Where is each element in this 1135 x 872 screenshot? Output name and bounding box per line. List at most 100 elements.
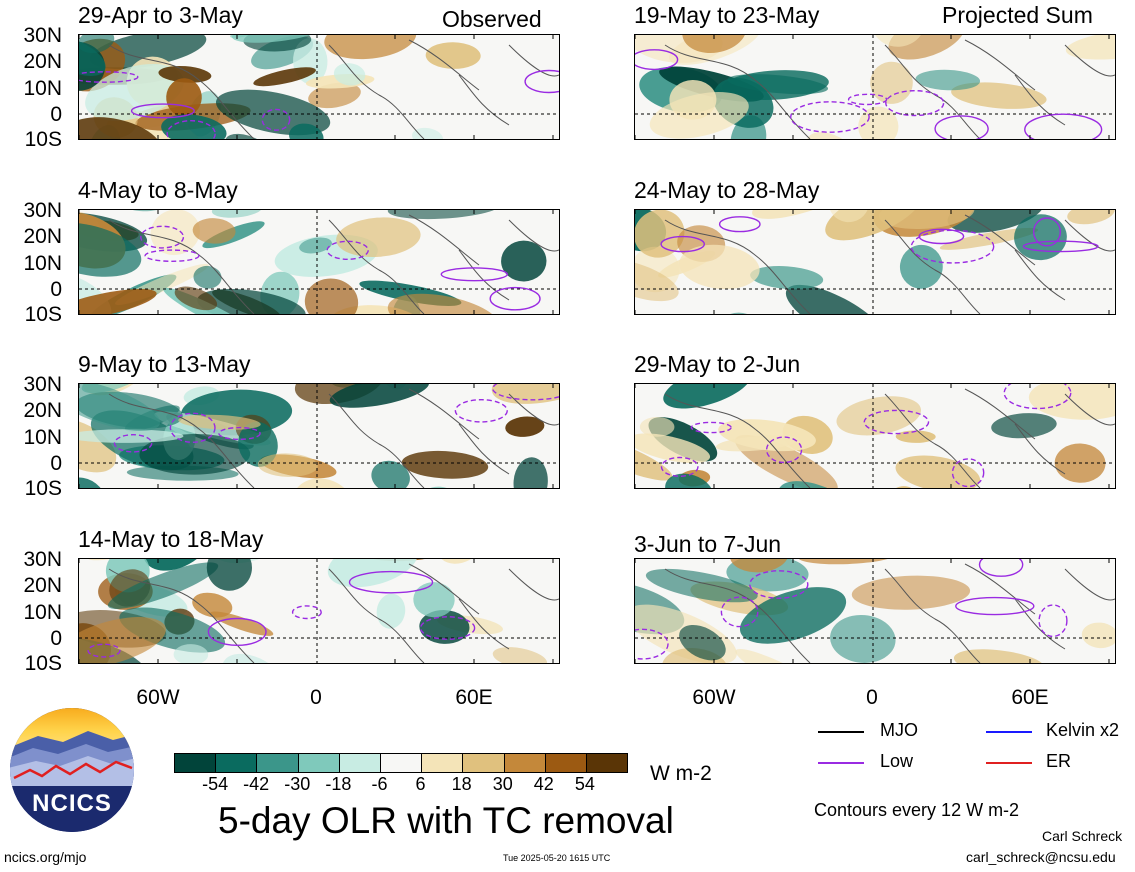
olr-anomaly-patch bbox=[161, 114, 227, 139]
olr-anomaly-patch bbox=[79, 117, 163, 139]
olr-anomaly-patch bbox=[673, 308, 793, 314]
olr-anomaly-patch bbox=[750, 266, 824, 290]
observed-map-panel bbox=[78, 558, 560, 664]
olr-anomaly-patch bbox=[501, 240, 547, 282]
olr-anomaly-patch bbox=[308, 82, 361, 109]
olr-anomaly-patch bbox=[635, 433, 711, 464]
olr-anomaly-patch bbox=[739, 587, 847, 644]
olr-anomaly-patch bbox=[947, 210, 1045, 233]
olr-anomaly-patch bbox=[951, 82, 1047, 109]
olr-anomaly-patch bbox=[730, 115, 767, 139]
legend-mjo-label: MJO bbox=[880, 720, 918, 740]
contour-low bbox=[87, 643, 121, 658]
site-link[interactable]: ncics.org/mjo bbox=[4, 849, 87, 865]
colorbar-swatch bbox=[380, 754, 423, 772]
olr-anomaly-patch bbox=[192, 592, 233, 618]
contour-low bbox=[169, 412, 216, 443]
contour-low bbox=[1038, 604, 1068, 638]
y-tick-10s: 10S bbox=[24, 477, 62, 500]
olr-anomaly-patch bbox=[174, 286, 218, 311]
timestamp: Tue 2025-05-20 1615 UTC bbox=[503, 853, 611, 863]
colorbar-tick-label: -6 bbox=[371, 774, 388, 794]
observed-map-panel bbox=[78, 34, 560, 140]
colorbar-swatch bbox=[504, 754, 546, 772]
panel-title-obs-4: 14-May to 18-May bbox=[78, 526, 264, 552]
olr-anomaly-patch bbox=[374, 660, 455, 663]
panel-title-proj-1: 19-May to 23-May bbox=[634, 2, 820, 28]
y-tick-10n: 10N bbox=[23, 252, 62, 275]
y-tick-20n: 20N bbox=[23, 399, 62, 422]
olr-anomaly-patch bbox=[828, 210, 870, 223]
olr-anomaly-patch bbox=[639, 416, 675, 437]
olr-anomaly-patch bbox=[193, 265, 222, 289]
y-tick-10s: 10S bbox=[24, 652, 62, 675]
contour-low bbox=[218, 426, 261, 441]
olr-anomaly-patch bbox=[376, 593, 406, 629]
author-email[interactable]: carl_schreck@ncsu.edu bbox=[966, 849, 1116, 865]
contour-low bbox=[1033, 217, 1062, 247]
x-tick-0-left: 0 bbox=[310, 686, 322, 709]
panel-title-proj-4: 3-Jun to 7-Jun bbox=[634, 531, 782, 557]
olr-anomaly-patch bbox=[401, 450, 489, 479]
ncics-logo[interactable]: NCICS bbox=[8, 706, 136, 834]
contour-low bbox=[113, 433, 153, 453]
colorbar-tick-label: -54 bbox=[202, 774, 229, 794]
contour-low bbox=[955, 596, 1035, 616]
colorbar-tick-label: 6 bbox=[415, 774, 426, 794]
x-tick-60e-left: 60E bbox=[455, 686, 493, 709]
legend-er-line bbox=[986, 762, 1032, 764]
olr-anomaly-patch bbox=[679, 624, 726, 661]
olr-anomaly-patch bbox=[79, 288, 157, 314]
projected-map-panel bbox=[634, 209, 1116, 315]
contour-low bbox=[885, 89, 945, 117]
projected-label: Projected Sum bbox=[942, 2, 1093, 28]
olr-anomaly-patch bbox=[953, 649, 1046, 663]
x-tick-60e-right: 60E bbox=[1011, 686, 1049, 709]
olr-anomaly-patch bbox=[79, 222, 142, 277]
contour-low bbox=[144, 249, 200, 263]
olr-anomaly-patch bbox=[79, 429, 184, 443]
contour-low bbox=[207, 617, 267, 646]
ncics-logo-graphic bbox=[10, 708, 134, 832]
contour-low bbox=[660, 235, 706, 253]
panel-title-obs-3: 9-May to 13-May bbox=[78, 351, 251, 377]
contour-low bbox=[489, 286, 541, 311]
contour-low bbox=[130, 103, 195, 119]
colorbar-unit: W m-2 bbox=[650, 762, 712, 785]
y-tick-10s: 10S bbox=[24, 128, 62, 151]
contour-low bbox=[1024, 113, 1103, 139]
y-tick-eq: 0 bbox=[50, 103, 62, 126]
contour-interval-note: Contours every 12 W m-2 bbox=[814, 800, 1020, 820]
olr-anomaly-patch bbox=[304, 278, 359, 314]
contour-low bbox=[524, 69, 559, 94]
contour-low bbox=[492, 384, 559, 401]
olr-anomaly-patch bbox=[715, 435, 800, 452]
olr-anomaly-patch bbox=[327, 559, 419, 588]
contour-low bbox=[1022, 240, 1099, 253]
panel-title-obs-1: 29-Apr to 3-May bbox=[78, 2, 243, 28]
projected-map-panel bbox=[634, 34, 1116, 140]
contour-low bbox=[910, 229, 995, 264]
legend-low-label: Low bbox=[880, 751, 914, 771]
olr-anomaly-patch bbox=[1067, 210, 1115, 225]
y-tick-30n: 30N bbox=[23, 373, 62, 396]
coastline bbox=[664, 214, 1115, 314]
y-tick-10n: 10N bbox=[23, 601, 62, 624]
contour-low bbox=[951, 458, 985, 488]
olr-anomaly-patch bbox=[682, 35, 747, 53]
colorbar-tick-label: 30 bbox=[492, 774, 513, 794]
olr-anomaly-patch bbox=[1081, 622, 1115, 649]
colorbar-tick-label: 54 bbox=[574, 774, 595, 794]
observed-map-panel bbox=[78, 383, 560, 489]
coastline bbox=[108, 388, 559, 488]
panel-title-proj-3: 29-May to 2-Jun bbox=[634, 351, 801, 377]
olr-anomaly-patch bbox=[333, 63, 366, 86]
colorbar-tick-label: 42 bbox=[533, 774, 554, 794]
olr-anomaly-patch bbox=[222, 653, 289, 663]
y-tick-20n: 20N bbox=[23, 225, 62, 248]
olr-anomaly-patch bbox=[253, 67, 316, 87]
olr-anomaly-patch bbox=[178, 414, 261, 430]
olr-anomaly-patch bbox=[173, 644, 209, 663]
legend-low-line bbox=[818, 762, 864, 764]
olr-anomaly-patch bbox=[513, 457, 548, 488]
